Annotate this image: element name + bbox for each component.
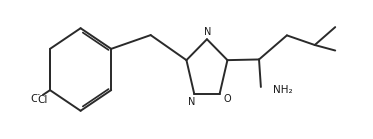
- Text: Cl: Cl: [37, 95, 47, 106]
- Text: NH₂: NH₂: [273, 85, 292, 95]
- Text: N: N: [204, 27, 211, 37]
- Text: O: O: [224, 95, 232, 105]
- Text: Cl: Cl: [31, 94, 41, 104]
- Text: N: N: [188, 97, 195, 107]
